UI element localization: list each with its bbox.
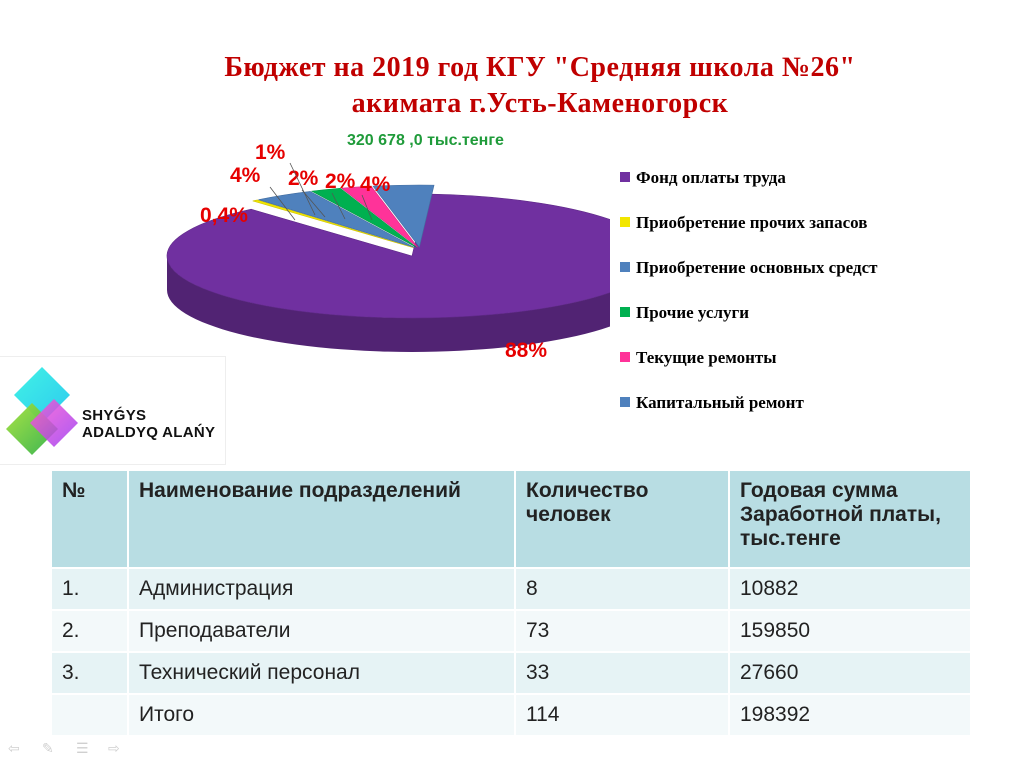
logo-icon <box>6 367 78 455</box>
pie-slice <box>310 187 417 248</box>
pie-data-label: 1% <box>255 141 286 164</box>
table-row: 3. Технический персонал 33 27660 <box>52 651 972 694</box>
pie-data-label: 4% <box>230 164 261 187</box>
title-line-2: акимата г.Усть-Каменогорск <box>351 88 729 119</box>
pie-labels: 88%0,4%4% 2% 2% 4%1% <box>200 141 547 362</box>
leader-line <box>361 194 373 221</box>
legend-label: Фонд оплаты труда <box>636 168 786 187</box>
legend-label: Приобретение прочих запасов <box>636 213 868 232</box>
pie-data-label: 2% <box>325 170 356 193</box>
pie-slice <box>166 193 610 319</box>
cell-department: Итого <box>128 693 516 735</box>
cell-annual-salary: 198392 <box>729 693 972 735</box>
back-arrow-icon[interactable]: ⇦ <box>8 740 20 756</box>
leader-line <box>269 186 296 221</box>
logo-line-2: ADALDYQ ALAŃY <box>82 424 216 441</box>
table-row-total: Итого 114 198392 <box>52 693 972 735</box>
leader-line <box>301 189 326 218</box>
table-header-row: № Наименование подразделений Количество … <box>52 471 972 568</box>
cell-annual-salary: 10882 <box>729 567 972 610</box>
pie-data-label: 88% <box>505 339 547 362</box>
cell-number: 3. <box>52 651 129 694</box>
header-people-count: Количество человек <box>515 471 730 568</box>
cell-department: Преподаватели <box>128 609 516 652</box>
legend-label: Текущие ремонты <box>636 348 777 367</box>
cell-people-count: 73 <box>515 609 730 652</box>
pie-chart: 88%0,4%4% 2% 2% 4%1% <box>166 141 610 362</box>
cell-department: Администрация <box>128 567 516 610</box>
legend-swatch <box>620 172 630 182</box>
header-department: Наименование подразделений <box>128 471 516 568</box>
header-number: № <box>52 471 129 568</box>
legend-label: Прочие услуги <box>636 303 749 322</box>
cell-number: 2. <box>52 609 129 652</box>
legend-swatch <box>620 307 630 317</box>
legend-swatch <box>620 352 630 362</box>
pie-data-label: 0,4% <box>200 204 248 227</box>
logo-line-1: SHYǴYS <box>82 407 147 424</box>
pie-data-label: 4% <box>360 173 391 196</box>
chart-subtitle: 320 678 ,0 тыс.тенге <box>347 132 504 149</box>
pie-slice <box>340 185 418 248</box>
cell-people-count: 8 <box>515 567 730 610</box>
cell-people-count: 33 <box>515 651 730 694</box>
pie-data-label: 2% <box>288 167 319 190</box>
table-row: 2. Преподаватели 73 159850 <box>52 609 972 652</box>
legend-swatch <box>620 397 630 407</box>
leader-line <box>331 192 346 220</box>
cell-annual-salary: 159850 <box>729 609 972 652</box>
salary-table: № Наименование подразделений Количество … <box>52 471 972 735</box>
cell-number: 1. <box>52 567 129 610</box>
cell-number <box>52 693 129 735</box>
pie-top <box>166 184 610 319</box>
cell-people-count: 114 <box>515 693 730 735</box>
legend-swatch <box>620 262 630 272</box>
legend-swatch <box>620 217 630 227</box>
legend-label: Капитальный ремонт <box>636 393 804 412</box>
title-line-1: Бюджет на 2019 год КГУ "Средняя школа №2… <box>224 52 856 83</box>
header-annual-salary: Годовая сумма Заработной платы, тыс.тенг… <box>729 471 972 568</box>
legend-label: Приобретение основных средст <box>636 258 878 277</box>
pie-slice <box>252 199 414 249</box>
chart-title: Бюджет на 2019 год КГУ "Средняя школа №2… <box>120 50 960 122</box>
pie-slice <box>258 191 415 248</box>
cell-department: Технический персонал <box>128 651 516 694</box>
forward-arrow-icon[interactable]: ⇨ <box>108 740 120 756</box>
cell-annual-salary: 27660 <box>729 651 972 694</box>
pie-slice-side <box>167 256 610 352</box>
logo <box>0 357 225 464</box>
logo-text: SHYǴYS ADALDYQ ALAŃY <box>82 407 215 441</box>
pie-slice <box>372 184 435 248</box>
table-row: 1. Администрация 8 10882 <box>52 567 972 610</box>
menu-icon[interactable]: ☰ <box>76 740 89 756</box>
pie-side <box>167 256 610 352</box>
leader-line <box>289 162 316 216</box>
pen-icon[interactable]: ✎ <box>42 740 54 756</box>
